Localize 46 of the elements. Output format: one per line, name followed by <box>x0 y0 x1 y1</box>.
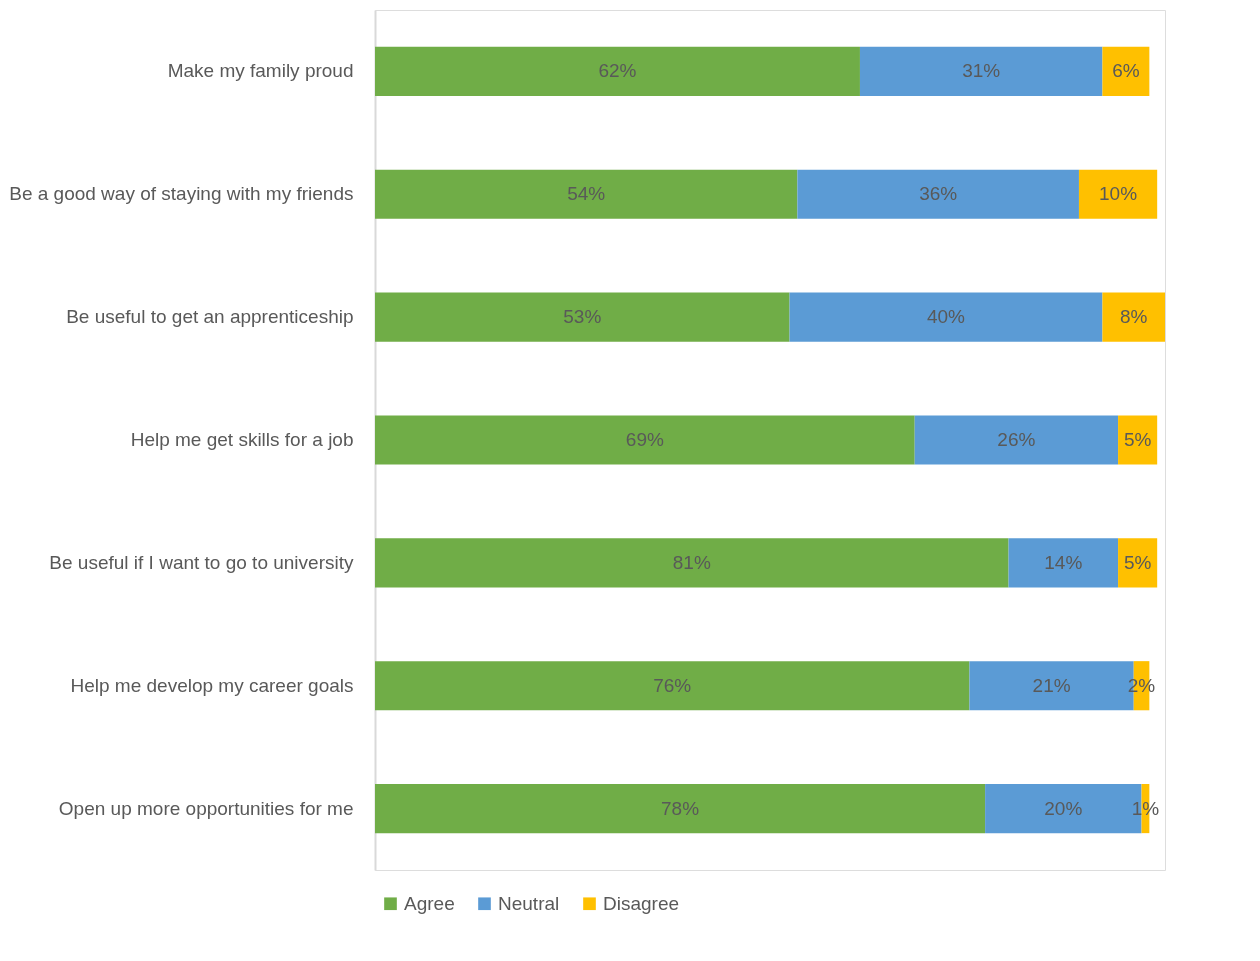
y-tick-label: Help me get skills for a job <box>130 429 354 450</box>
y-tick-label: Be a good way of staying with my friends <box>9 183 354 205</box>
bar <box>375 538 1009 588</box>
data-label: 1% <box>1131 797 1160 819</box>
data-label: 10% <box>1099 183 1138 205</box>
y-tick-label: Be useful if I want to go to university <box>49 551 354 573</box>
data-label: 31% <box>962 60 1001 82</box>
legend-label: Disagree <box>603 892 680 914</box>
bar <box>1008 538 1119 588</box>
data-label: 26% <box>997 429 1036 450</box>
bar <box>375 169 798 219</box>
bar <box>914 415 1119 465</box>
data-label: 78% <box>661 797 700 819</box>
data-label: 76% <box>653 674 692 696</box>
data-label: 5% <box>1123 429 1152 450</box>
data-label: 36% <box>919 183 958 205</box>
data-label: 40% <box>926 306 966 328</box>
bar <box>375 784 986 834</box>
data-label: 54% <box>567 183 606 205</box>
data-label: 53% <box>563 306 602 328</box>
data-label: 5% <box>1123 551 1152 573</box>
bar <box>375 661 970 711</box>
data-label: 6% <box>1112 60 1140 82</box>
bar <box>1078 169 1158 219</box>
data-label: 69% <box>625 429 664 450</box>
bar <box>375 415 915 465</box>
y-tick-label: Open up more opportunities for me <box>58 797 354 819</box>
legend-label: Neutral <box>498 892 560 914</box>
bar <box>375 292 790 342</box>
bar <box>1102 46 1150 96</box>
bar <box>859 46 1103 96</box>
bar <box>789 292 1103 342</box>
bar <box>375 46 860 96</box>
y-tick-label: Make my family proud <box>167 60 354 82</box>
data-label: 20% <box>1044 797 1083 819</box>
data-label: 14% <box>1044 551 1083 573</box>
data-label: 21% <box>1032 674 1071 696</box>
legend-label: Agree <box>404 892 455 914</box>
y-tick-label: Be useful to get an apprenticeship <box>66 306 354 328</box>
bar <box>1118 415 1158 465</box>
data-label: 62% <box>598 60 637 82</box>
y-tick-label: Help me develop my career goals <box>70 674 354 696</box>
data-label: 81% <box>672 551 711 573</box>
bar <box>797 169 1079 219</box>
bar <box>1102 292 1165 342</box>
data-label: 8% <box>1119 306 1148 328</box>
